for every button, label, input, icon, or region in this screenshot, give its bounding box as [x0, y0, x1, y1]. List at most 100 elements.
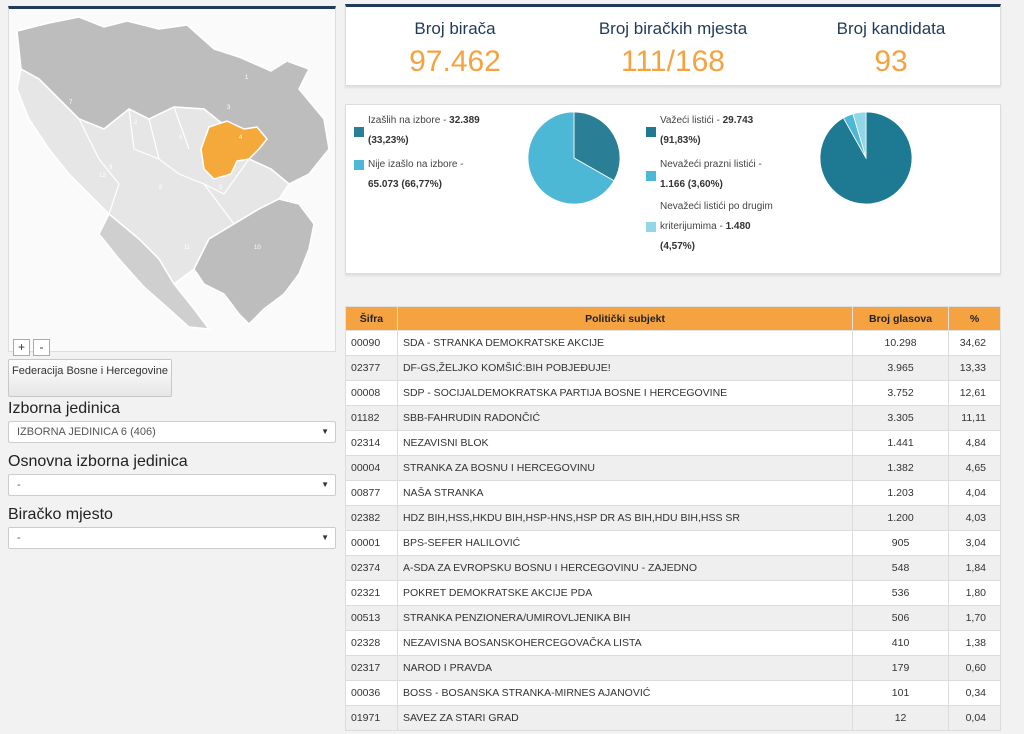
zoom-out-button[interactable]: -	[33, 339, 50, 356]
turnout-not-voted-value: 65.073 (66,77%)	[368, 179, 442, 190]
cell-pct: 1,84	[947, 555, 1002, 581]
turnout-legend: Izašlih na izbore - 32.389 (33,23%) Nije…	[354, 111, 514, 195]
izborna-jedinica-label: Izborna jedinica	[8, 400, 121, 417]
cell-pct: 3,04	[947, 530, 1002, 556]
cell-votes: 1.382	[852, 455, 949, 481]
chevron-down-icon: ▼	[321, 427, 329, 436]
ballots-valid-swatch	[646, 127, 656, 137]
cell-pct: 4,03	[947, 505, 1002, 531]
cell-party: SBB-FAHRUDIN RADONČIĆ	[396, 405, 854, 431]
ballots-valid-value: 29.743	[722, 115, 754, 126]
stat-voters-value: 97.462	[409, 45, 501, 78]
izborna-jedinica-value: IZBORNA JEDINICA 6 (406)	[17, 426, 156, 438]
map-label-8: 8	[159, 185, 163, 191]
table-row: 00001 BPS-SEFER HALILOVIĆ 905 3,04	[345, 530, 1002, 556]
map-panel[interactable]: 1 2 3 4 5 6 7 8 9 10 11 12 + -	[8, 6, 336, 356]
col-header-code[interactable]: Šifra	[345, 306, 398, 331]
col-header-party[interactable]: Politički subjekt	[396, 306, 854, 331]
cell-pct: 0,60	[947, 655, 1002, 681]
cell-code: 00036	[345, 680, 398, 706]
turnout-pie-slice-1[interactable]	[573, 111, 621, 182]
cell-code: 01971	[345, 705, 398, 731]
table-row: 00090 SDA - STRANKA DEMOKRATSKE AKCIJE 10.…	[345, 330, 1002, 356]
cell-party: BPS-SEFER HALILOVIĆ	[396, 530, 854, 556]
biracko-mjesto-value: -	[17, 532, 21, 544]
cell-code: 02377	[345, 355, 398, 381]
biracko-mjesto-select[interactable]: - ▼	[8, 527, 336, 549]
izborna-jedinica-select[interactable]: IZBORNA JEDINICA 6 (406) ▼	[8, 421, 336, 443]
map-label-11: 11	[184, 245, 191, 251]
map-label-9: 9	[109, 165, 113, 171]
cell-votes: 1.200	[852, 505, 949, 531]
biracko-mjesto-label: Biračko mjesto	[8, 506, 113, 523]
cell-code: 02321	[345, 580, 398, 606]
turnout-voted-value: 32.389	[449, 115, 480, 126]
table-row: 00036 BOSS - BOSANSKA STRANKA-MIRNES AJAN…	[345, 680, 1002, 706]
results-table: Šifra Politički subjekt Broj glasova % 0…	[345, 306, 1002, 731]
osnovna-jedinica-label: Osnovna izborna jedinica	[8, 453, 188, 470]
ballots-empty-swatch	[646, 171, 656, 181]
chevron-down-icon: ▼	[321, 533, 329, 542]
turnout-pie	[527, 111, 621, 205]
pie-panel: Izašlih na izbore - 32.389 (33,23%) Nije…	[345, 104, 1001, 274]
col-header-votes[interactable]: Broj glasova	[852, 306, 949, 331]
table-header-row: Šifra Politički subjekt Broj glasova %	[345, 306, 1002, 331]
cell-votes: 101	[852, 680, 949, 706]
table-row: 00008 SDP - SOCIJALDEMOKRATSKA PARTIJA BO…	[345, 380, 1002, 406]
ballots-pie-slice-3[interactable]	[852, 111, 867, 159]
table-row: 02317 NAROD I PRAVDA 179 0,60	[345, 655, 1002, 681]
map-region-selected[interactable]	[200, 120, 268, 180]
col-header-pct[interactable]: %	[947, 306, 1002, 331]
cell-party: SDA - STRANKA DEMOKRATSKE AKCIJE	[396, 330, 854, 356]
cell-pct: 11,11	[947, 405, 1002, 431]
cell-votes: 3.752	[852, 380, 949, 406]
federation-button[interactable]: Federacija Bosne i Hercegovine	[8, 359, 172, 397]
map-label-6: 6	[179, 135, 183, 141]
cell-party: NAROD I PRAVDA	[396, 655, 854, 681]
cell-pct: 13,33	[947, 355, 1002, 381]
cell-code: 00877	[345, 480, 398, 506]
ballots-legend-other: Nevažeći listići po drugim kriterijumima…	[646, 197, 806, 257]
table-row: 01182 SBB-FAHRUDIN RADONČIĆ 3.305 11,11	[345, 405, 1002, 431]
zoom-in-button[interactable]: +	[13, 339, 30, 356]
stat-stations-label: Broj biračkih mjesta	[598, 19, 748, 38]
cell-party: NEZAVISNI BLOK	[396, 430, 854, 456]
cell-code: 02382	[345, 505, 398, 531]
table-row: 00004 STRANKA ZA BOSNU I HERCEGOVINU 1.382…	[345, 455, 1002, 481]
turnout-not-voted-text: Nije izašlo na izbore -	[368, 159, 464, 170]
chevron-down-icon: ▼	[321, 480, 329, 489]
ballots-pie	[819, 111, 913, 205]
cell-party: HDZ BIH,HSS,HKDU BIH,HSP-HNS,HSP DR AS B…	[396, 505, 854, 531]
stat-stations-value: 111/168	[621, 45, 725, 78]
cell-pct: 12,61	[947, 380, 1002, 406]
cell-pct: 0,34	[947, 680, 1002, 706]
map-region-south[interactable]	[193, 198, 315, 326]
osnovna-jedinica-select[interactable]: - ▼	[8, 474, 336, 496]
cell-pct: 4,84	[947, 430, 1002, 456]
map-label-1: 1	[245, 75, 249, 81]
table-row: 02382 HDZ BIH,HSS,HKDU BIH,HSP-HNS,HSP DR…	[345, 505, 1002, 531]
cell-votes: 1.441	[852, 430, 949, 456]
cell-party: SAVEZ ZA STARI GRAD	[396, 705, 854, 731]
cell-votes: 10.298	[852, 330, 949, 356]
cell-party: POKRET DEMOKRATSKE AKCIJE PDA	[396, 580, 854, 606]
turnout-pie-slice-2[interactable]	[527, 111, 615, 205]
map-region-southwest[interactable]	[98, 212, 211, 330]
cell-votes: 179	[852, 655, 949, 681]
cell-code: 02374	[345, 555, 398, 581]
stat-stations: Broj biračkih mjesta 111/168	[564, 19, 782, 79]
cell-code: 02314	[345, 430, 398, 456]
ballots-empty-text: Nevažeći prazni listići -	[660, 159, 762, 170]
cell-pct: 1,80	[947, 580, 1002, 606]
table-row: 02314 NEZAVISNI BLOK 1.441 4,84	[345, 430, 1002, 456]
ballots-valid-pct: (91,83%)	[660, 135, 701, 146]
cell-votes: 506	[852, 605, 949, 631]
ballots-other-text: kriterijumima -	[660, 221, 726, 232]
cell-code: 00513	[345, 605, 398, 631]
map-label-2: 2	[134, 120, 138, 126]
bih-map[interactable]: 1 2 3 4 5 6 7 8 9 10 11 12	[9, 9, 335, 352]
cell-party: NEZAVISNA BOSANSKOHERCEGOVAČKA LISTA	[396, 630, 854, 656]
ballots-legend: Važeći listići - 29.743 (91,83%) Nevažeć…	[646, 111, 806, 257]
stat-candidates-value: 93	[874, 45, 908, 78]
cell-party: NAŠA STRANKA	[396, 480, 854, 506]
